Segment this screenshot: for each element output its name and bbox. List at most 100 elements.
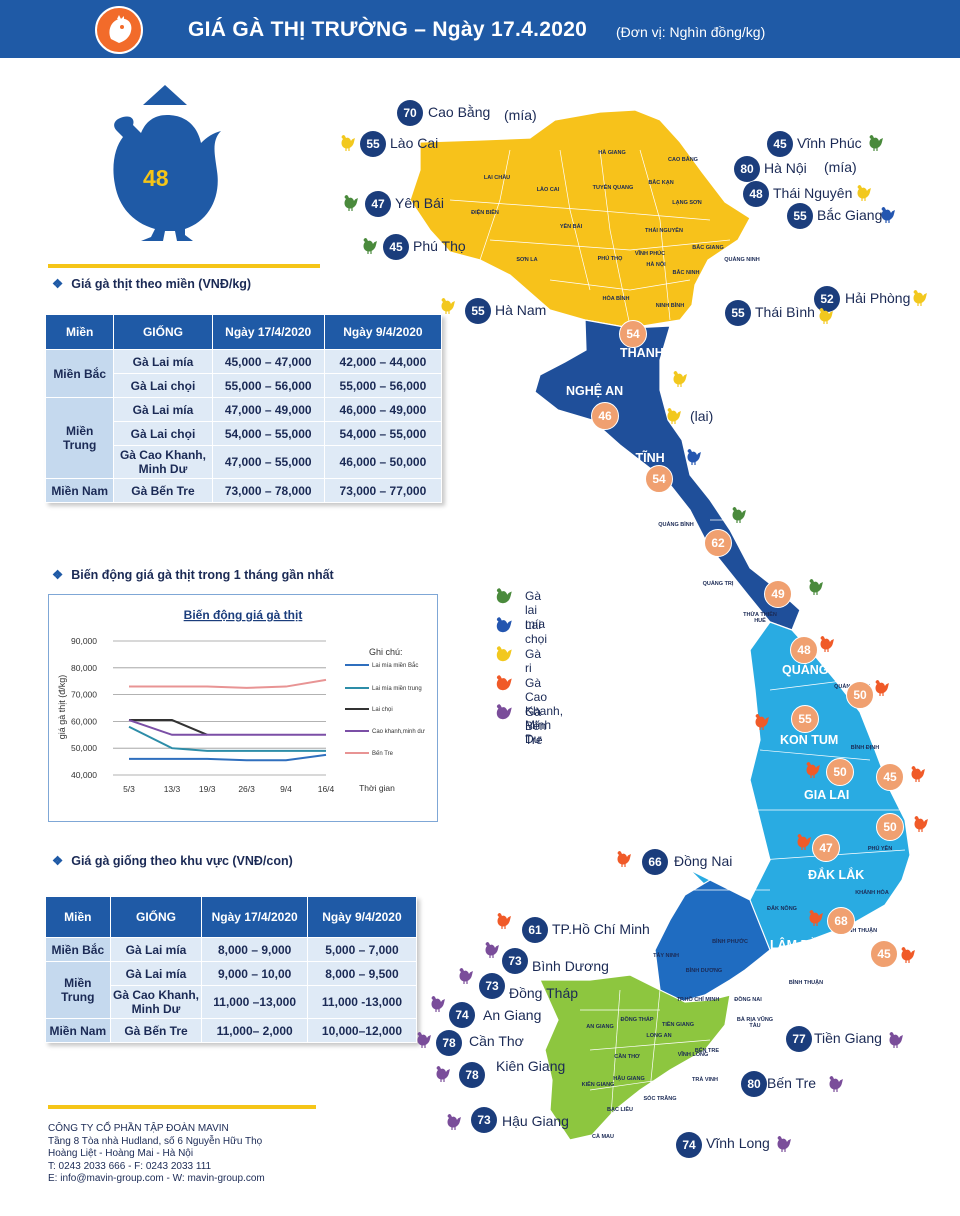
province-label: VĨNH LONG — [677, 1052, 709, 1058]
chicken-icon — [828, 1074, 844, 1097]
province-price-label: Thái Bình — [755, 304, 815, 320]
national-price-value: 48 — [143, 165, 169, 191]
province-label: ĐIỆN BIÊN — [471, 210, 499, 216]
province-price-label: Bến Tre — [767, 1075, 817, 1091]
province-label: PHÚ YÊN — [867, 846, 893, 852]
price-badge: 48 — [743, 181, 769, 207]
price-badge: 49 — [764, 580, 792, 608]
table-header-cell: GIỐNG — [109, 896, 203, 938]
province-price-label: Yên Bái — [395, 195, 445, 211]
footer-info: CÔNG TY CỔ PHẦN TẬP ĐOÀN MAVIN Tầng 8 Tò… — [48, 1123, 265, 1186]
legend-entry: Cao khanh,minh dư — [372, 729, 425, 735]
province-label: LẠNG SƠN — [672, 200, 702, 206]
x-tick-label: 9/4 — [280, 784, 292, 794]
chicken-icon — [910, 764, 926, 787]
series-line — [128, 725, 326, 752]
southeast-region — [654, 879, 771, 1003]
map-label-kon-tum: KON TUM — [780, 733, 839, 747]
legend-entry: Gà Bến Tre — [495, 702, 546, 747]
chicken-icon — [776, 1134, 792, 1157]
price-badge: 45 — [383, 234, 409, 260]
central-highlands-region — [689, 621, 911, 951]
chicken-icon — [362, 236, 378, 259]
price-cell: 47,000 – 55,000 — [211, 445, 325, 479]
province-label: TUYÊN QUANG — [592, 185, 634, 191]
chicken-icon — [458, 966, 474, 989]
province-label: BÌNH THUẬN — [788, 980, 824, 986]
section-title-meat: ❖ Giá gà thịt theo miền (VNĐ/kg) — [52, 277, 252, 291]
chart-svg: Biến động giá gà thịt 40,000 50,000 60,000 7… — [57, 608, 425, 794]
lai-note: (lai) — [690, 408, 714, 424]
province-label: VĨNH PHÚC — [634, 251, 666, 257]
chicken-icon — [808, 908, 824, 931]
chicken-icon — [616, 849, 632, 872]
chicken-icon — [856, 183, 872, 206]
province-label: BẮC NINH — [672, 270, 700, 276]
price-cell: 8,000 – 9,500 — [306, 961, 418, 986]
province-price-label: Cao Bằng — [428, 104, 491, 120]
province-price-label: Hà Nội — [764, 160, 807, 176]
table-header-cell: Ngày 17/4/2020 — [211, 314, 325, 350]
chicken-icon — [435, 1064, 451, 1087]
table-header-cell: Miền — [44, 314, 115, 350]
province-label: CAO BẰNG — [668, 157, 698, 163]
province-price-label: Tiền Giang — [814, 1030, 882, 1046]
price-cell: 45,000 – 47,000 — [211, 349, 325, 374]
price-badge: 46 — [591, 402, 619, 430]
province-label: ĐỒNG NAI — [734, 997, 762, 1003]
table-header-cell: Miền — [45, 896, 111, 938]
chicken-icon — [686, 447, 702, 470]
series-line — [128, 719, 326, 736]
price-cell: 11,000 –13,000 — [201, 985, 308, 1019]
chicken-icon — [913, 814, 929, 837]
province-label: QUẢNG NINH — [724, 257, 760, 263]
breed-cell: Gà Lai mía — [109, 961, 203, 986]
y-tick-label: 70,000 — [71, 690, 97, 700]
price-cell: 47,000 – 49,000 — [211, 397, 325, 422]
price-cell: 55,000 – 56,000 — [323, 373, 443, 398]
chicken-icon — [731, 505, 747, 528]
price-badge: 54 — [645, 465, 673, 493]
province-price-label: Hải Phòng — [845, 290, 911, 306]
breed-cell: Gà Lai mía — [113, 349, 213, 374]
province-label: BÀ RỊA VŨNG TÀU — [736, 1017, 774, 1029]
price-badge: 68 — [827, 907, 855, 935]
hen-price-icon: 48 — [105, 85, 235, 255]
map-label-thanh-hoa: THANH HÓA — [620, 346, 695, 360]
breed-cell: Gà Lai chọi — [113, 373, 213, 398]
province-label: BẮC GIANG — [692, 245, 724, 251]
price-badge: 55 — [360, 131, 386, 157]
price-badge: 45 — [767, 131, 793, 157]
section-title-trend: ❖ Biến động giá gà thịt trong 1 tháng gần… — [52, 568, 334, 582]
chicken-icon — [484, 940, 500, 963]
province-label: KIÊN GIANG — [581, 1082, 615, 1088]
legend-entry: Gà Cao Khanh, Minh Dư — [495, 673, 563, 746]
price-badge: 45 — [870, 940, 898, 968]
province-price-label: Vĩnh Phúc — [797, 135, 862, 151]
table-header-cell: Ngày 9/4/2020 — [323, 314, 443, 350]
chicken-icon — [874, 678, 890, 701]
region-cell: Miền Trung — [45, 961, 111, 1019]
header-bar: GIÁ GÀ THỊ TRƯỜNG – Ngày 17.4.2020 (Đơn … — [0, 0, 960, 58]
map-label-dak-lak: ĐẮK LẮK — [808, 868, 865, 882]
company-name: CÔNG TY CỔ PHẦN TẬP ĐOÀN MAVIN — [48, 1123, 229, 1134]
price-badge: 74 — [449, 1002, 475, 1028]
chicken-icon — [796, 832, 812, 855]
chicken-icon — [805, 760, 821, 783]
chicken-icon — [430, 994, 446, 1017]
province-borders — [449, 149, 906, 1131]
legend-chicken-icon — [496, 588, 512, 604]
province-label: SÓC TRĂNG — [643, 1096, 677, 1102]
price-badge: 66 — [642, 849, 668, 875]
x-tick-label: 16/4 — [318, 784, 335, 794]
province-label: YÊN BÁI — [559, 224, 583, 230]
mavin-logo — [95, 6, 143, 54]
map-label-lam-dong: LÂM ĐỒNG — [770, 938, 839, 952]
chicken-icon — [912, 288, 928, 311]
table-row: Gà Cao Khanh, Minh Dư 47,000 – 55,000 46,0… — [46, 445, 443, 479]
price-badge: 80 — [734, 156, 760, 182]
province-price-label: Phú Thọ — [413, 238, 466, 254]
breed-cell: Gà Lai chọi — [113, 421, 213, 446]
legend-label: Gà ri — [525, 647, 542, 675]
table-row: Miền Trung Gà Lai mía 47,000 – 49,000 46,00… — [44, 397, 443, 479]
